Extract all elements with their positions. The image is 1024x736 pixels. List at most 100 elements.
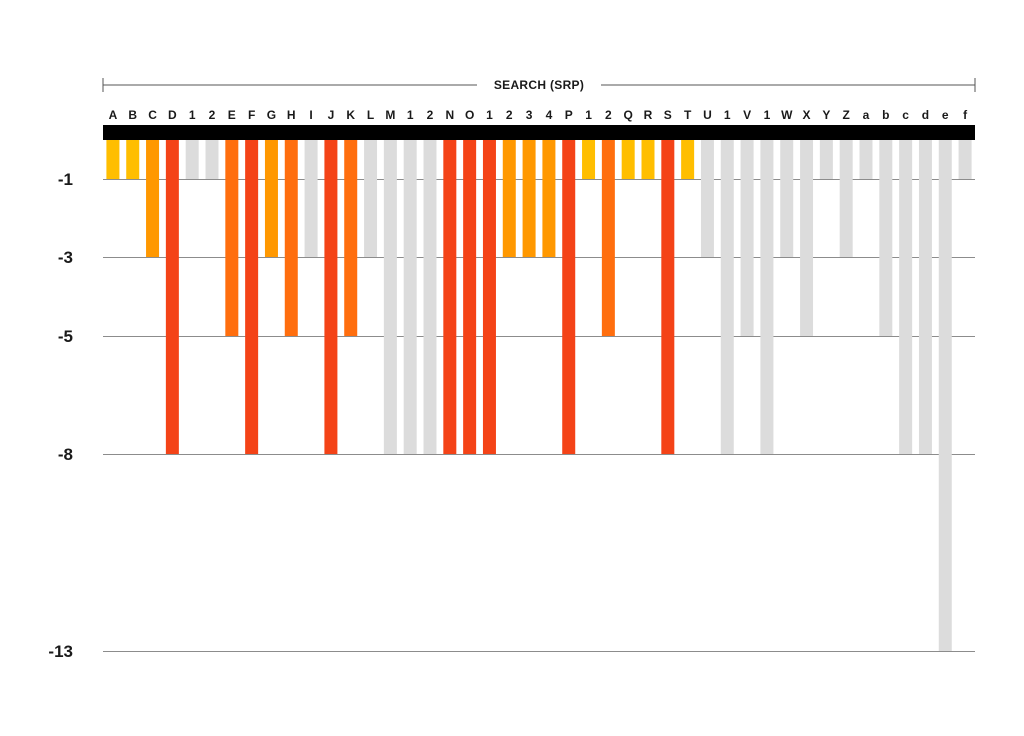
category-label: 2 bbox=[209, 108, 216, 122]
y-tick-label: -1 bbox=[58, 170, 73, 189]
bar bbox=[958, 140, 972, 179]
category-label: C bbox=[148, 108, 157, 122]
category-label: 1 bbox=[486, 108, 493, 122]
category-label: b bbox=[882, 108, 889, 122]
category-label: 2 bbox=[506, 108, 513, 122]
category-label: D bbox=[168, 108, 177, 122]
bars bbox=[106, 140, 972, 651]
bar bbox=[661, 140, 675, 454]
category-label: Z bbox=[843, 108, 850, 122]
bar bbox=[324, 140, 338, 454]
bar bbox=[760, 140, 774, 454]
category-label: S bbox=[664, 108, 672, 122]
bar bbox=[899, 140, 913, 454]
category-label: W bbox=[781, 108, 793, 122]
category-label: I bbox=[309, 108, 312, 122]
category-label: c bbox=[902, 108, 909, 122]
bar bbox=[225, 140, 239, 336]
bar bbox=[740, 140, 754, 336]
bar bbox=[185, 140, 199, 179]
bar bbox=[542, 140, 556, 257]
bar bbox=[582, 140, 596, 179]
bar bbox=[819, 140, 833, 179]
bar bbox=[364, 140, 378, 257]
category-label: N bbox=[445, 108, 454, 122]
y-axis-tick-labels: -1 -3 -5 -8 -13 bbox=[48, 170, 73, 661]
category-label: L bbox=[367, 108, 374, 122]
bar bbox=[681, 140, 695, 179]
category-label: J bbox=[328, 108, 335, 122]
bar bbox=[423, 140, 437, 454]
y-tick-label: -8 bbox=[58, 445, 73, 464]
category-label: M bbox=[385, 108, 395, 122]
category-label: F bbox=[248, 108, 255, 122]
bar bbox=[245, 140, 259, 454]
category-label: O bbox=[465, 108, 474, 122]
y-tick-label: -5 bbox=[58, 327, 73, 346]
category-label: 1 bbox=[764, 108, 771, 122]
bar bbox=[383, 140, 397, 454]
category-label: G bbox=[267, 108, 276, 122]
bar bbox=[403, 140, 417, 454]
category-label: d bbox=[922, 108, 929, 122]
bar bbox=[562, 140, 576, 454]
category-label: 2 bbox=[427, 108, 434, 122]
bar bbox=[126, 140, 140, 179]
bar bbox=[443, 140, 457, 454]
y-tick-label: -13 bbox=[48, 642, 73, 661]
bar bbox=[700, 140, 714, 257]
bar bbox=[879, 140, 893, 336]
category-label: Y bbox=[822, 108, 830, 122]
title-bracket-line bbox=[102, 78, 976, 92]
category-label: 1 bbox=[189, 108, 196, 122]
bar bbox=[165, 140, 179, 454]
category-label: 2 bbox=[605, 108, 612, 122]
bar bbox=[482, 140, 496, 454]
category-label: K bbox=[346, 108, 355, 122]
category-label: Q bbox=[624, 108, 633, 122]
category-label: R bbox=[644, 108, 653, 122]
bar bbox=[304, 140, 318, 257]
bar bbox=[839, 140, 853, 257]
category-label: 1 bbox=[407, 108, 414, 122]
top-band bbox=[103, 125, 975, 140]
category-label: H bbox=[287, 108, 296, 122]
bar bbox=[780, 140, 794, 257]
bar bbox=[463, 140, 477, 454]
title-bracket bbox=[102, 78, 976, 92]
category-label: E bbox=[228, 108, 236, 122]
category-label: V bbox=[743, 108, 751, 122]
bar bbox=[264, 140, 278, 257]
bar bbox=[641, 140, 655, 179]
category-label: U bbox=[703, 108, 712, 122]
category-label: X bbox=[803, 108, 811, 122]
category-label: a bbox=[863, 108, 870, 122]
category-label: B bbox=[128, 108, 137, 122]
bar bbox=[938, 140, 952, 651]
bar bbox=[522, 140, 536, 257]
y-tick-label: -3 bbox=[58, 248, 73, 267]
category-label: f bbox=[963, 108, 968, 122]
category-label: T bbox=[684, 108, 692, 122]
bar bbox=[918, 140, 932, 454]
bar bbox=[859, 140, 873, 179]
bar bbox=[601, 140, 615, 336]
category-label: e bbox=[942, 108, 949, 122]
bar bbox=[720, 140, 734, 454]
bar bbox=[106, 140, 120, 179]
category-label: 1 bbox=[724, 108, 731, 122]
bar bbox=[205, 140, 219, 179]
bar bbox=[502, 140, 516, 257]
bar bbox=[284, 140, 298, 336]
category-label: P bbox=[565, 108, 573, 122]
bar bbox=[621, 140, 635, 179]
category-label: A bbox=[109, 108, 118, 122]
category-label: 3 bbox=[526, 108, 533, 122]
category-label: 1 bbox=[585, 108, 592, 122]
chart-title: SEARCH (SRP) bbox=[494, 78, 584, 92]
bar bbox=[146, 140, 160, 257]
category-label: 4 bbox=[546, 108, 553, 122]
bar bbox=[344, 140, 358, 336]
